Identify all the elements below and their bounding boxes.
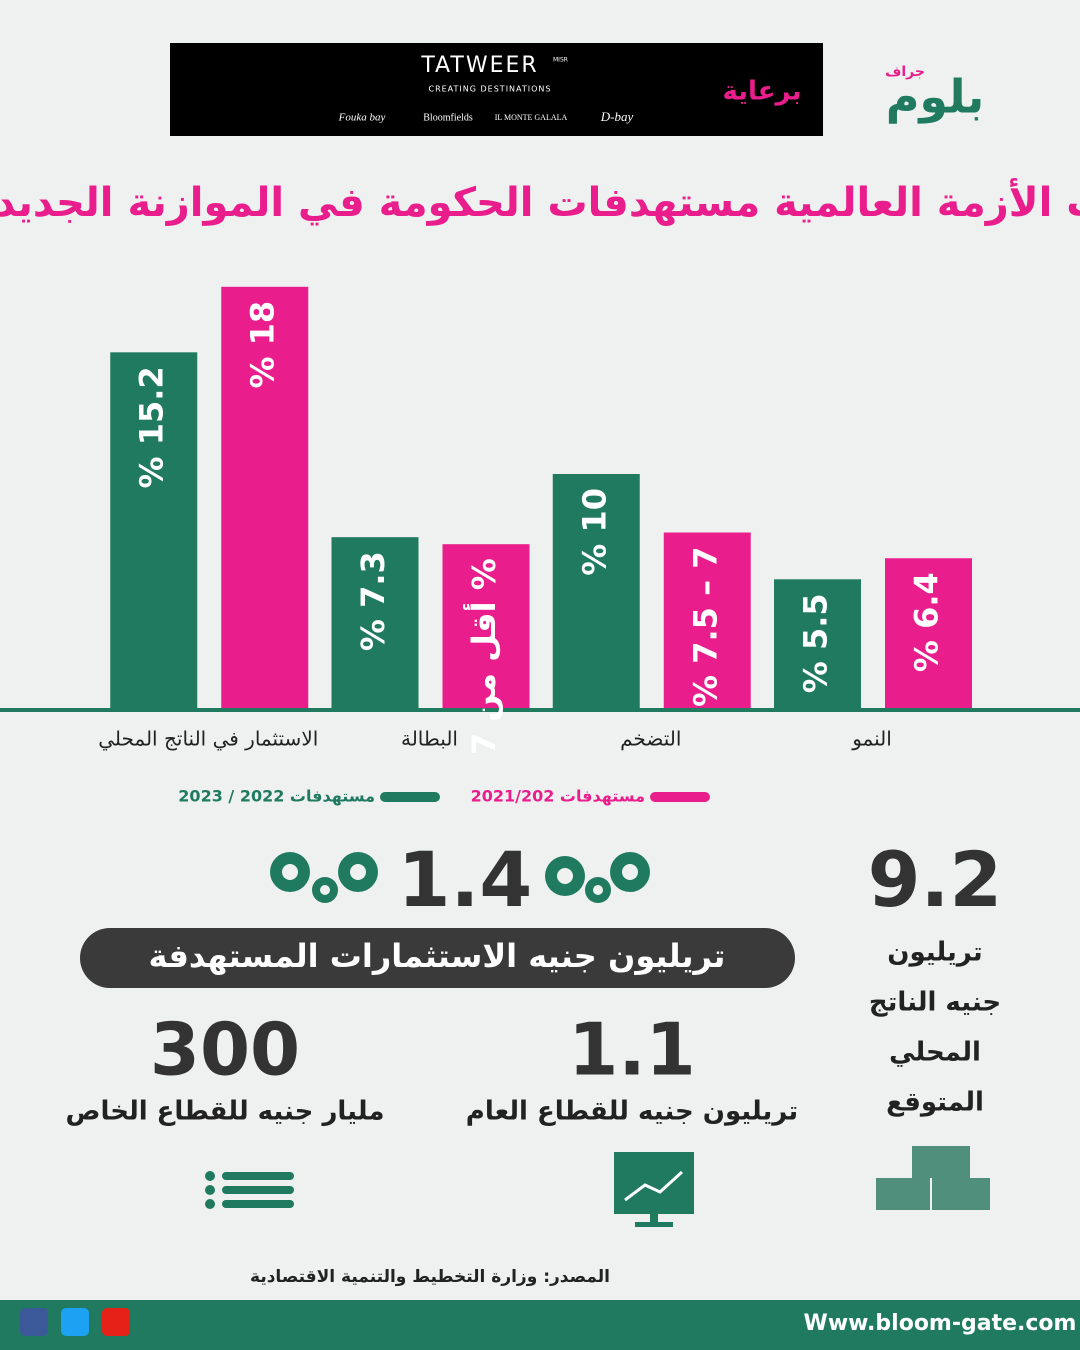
sponsor-tagline: CREATING DESTINATIONS: [428, 85, 551, 94]
value-label: % 7.3: [354, 551, 392, 651]
brand-tag: جراف: [885, 64, 925, 80]
stat-label: المحلي: [889, 1038, 981, 1068]
bar: [221, 286, 309, 708]
stat-value: 9.2: [868, 835, 1003, 924]
source: المصدر: وزارة التخطيط والتنمية الاقتصادي…: [250, 1267, 610, 1287]
partner: IL MONTE GALALA: [495, 113, 568, 122]
sponsor-box: [170, 43, 823, 136]
partner: Bloomfields: [423, 112, 473, 123]
value-label: % 18: [244, 301, 282, 389]
chart-title: كيف غيرت الأزمة العالمية مستهدفات الحكوم…: [0, 177, 1080, 226]
stat-label: تريليون: [887, 938, 982, 968]
facebook-icon[interactable]: [20, 1308, 48, 1336]
value-label: % 15.2: [133, 366, 171, 488]
twitter-icon[interactable]: [61, 1308, 89, 1336]
youtube-icon[interactable]: [102, 1308, 130, 1336]
x-tick-label: الاستثمار في الناتج المحلي: [98, 727, 318, 752]
x-tick-label: النمو: [851, 727, 892, 751]
x-tick-label: التضخم: [620, 727, 681, 751]
stat-label: المتوقع: [886, 1088, 984, 1118]
value-label: % 7.5 – 7: [686, 547, 724, 707]
bar: [663, 532, 751, 708]
stat-label: مليار جنيه للقطاع الخاص: [65, 1097, 384, 1127]
list-icon: [205, 1171, 294, 1209]
stat-pill: [80, 928, 795, 988]
bar: [774, 579, 861, 708]
bar: [552, 474, 640, 708]
bar: [331, 537, 419, 708]
bars: النمو % 6.4 % 5.5 التضخم% 7.5 – 7 % 10 البطال…: [98, 286, 972, 806]
sponsor-sub: MISR: [553, 57, 568, 64]
sponsor-label: برعاية: [723, 77, 802, 107]
partner: Fouka bay: [338, 112, 386, 124]
chart-icon: [614, 1152, 694, 1227]
boxes-icon: [876, 1146, 990, 1210]
footer-bar: [0, 1300, 1080, 1350]
stat-value: 300: [150, 1008, 300, 1092]
value-label: أقل من 7 %: [463, 558, 503, 755]
legend-label: مستهدفات 2022 / 2023: [178, 787, 375, 806]
value-label: % 5.5: [797, 593, 835, 693]
x-tick-label: البطالة: [401, 727, 458, 751]
stat-label: جنيه الناتج: [869, 988, 1001, 1018]
value-label: % 10: [575, 488, 613, 576]
stat-label: تريليون جنيه الاستثمارات المستهدفة: [149, 937, 726, 975]
brand: بلوم: [886, 70, 985, 124]
stat-value: 1.4: [398, 835, 533, 924]
bar: [110, 352, 198, 708]
bar: [885, 558, 972, 708]
partner: D-bay: [600, 109, 634, 124]
value-label: % 6.4: [908, 572, 946, 672]
website[interactable]: Www.bloom-gate.com: [804, 1311, 1077, 1336]
bar: [442, 544, 530, 708]
legend-label: مستهدفات 2021/202: [471, 787, 645, 806]
stat-value: 1.1: [568, 1008, 696, 1092]
sponsor-name: TATWEER: [420, 53, 538, 78]
stat-label: تريليون جنيه للقطاع العام: [466, 1097, 798, 1127]
